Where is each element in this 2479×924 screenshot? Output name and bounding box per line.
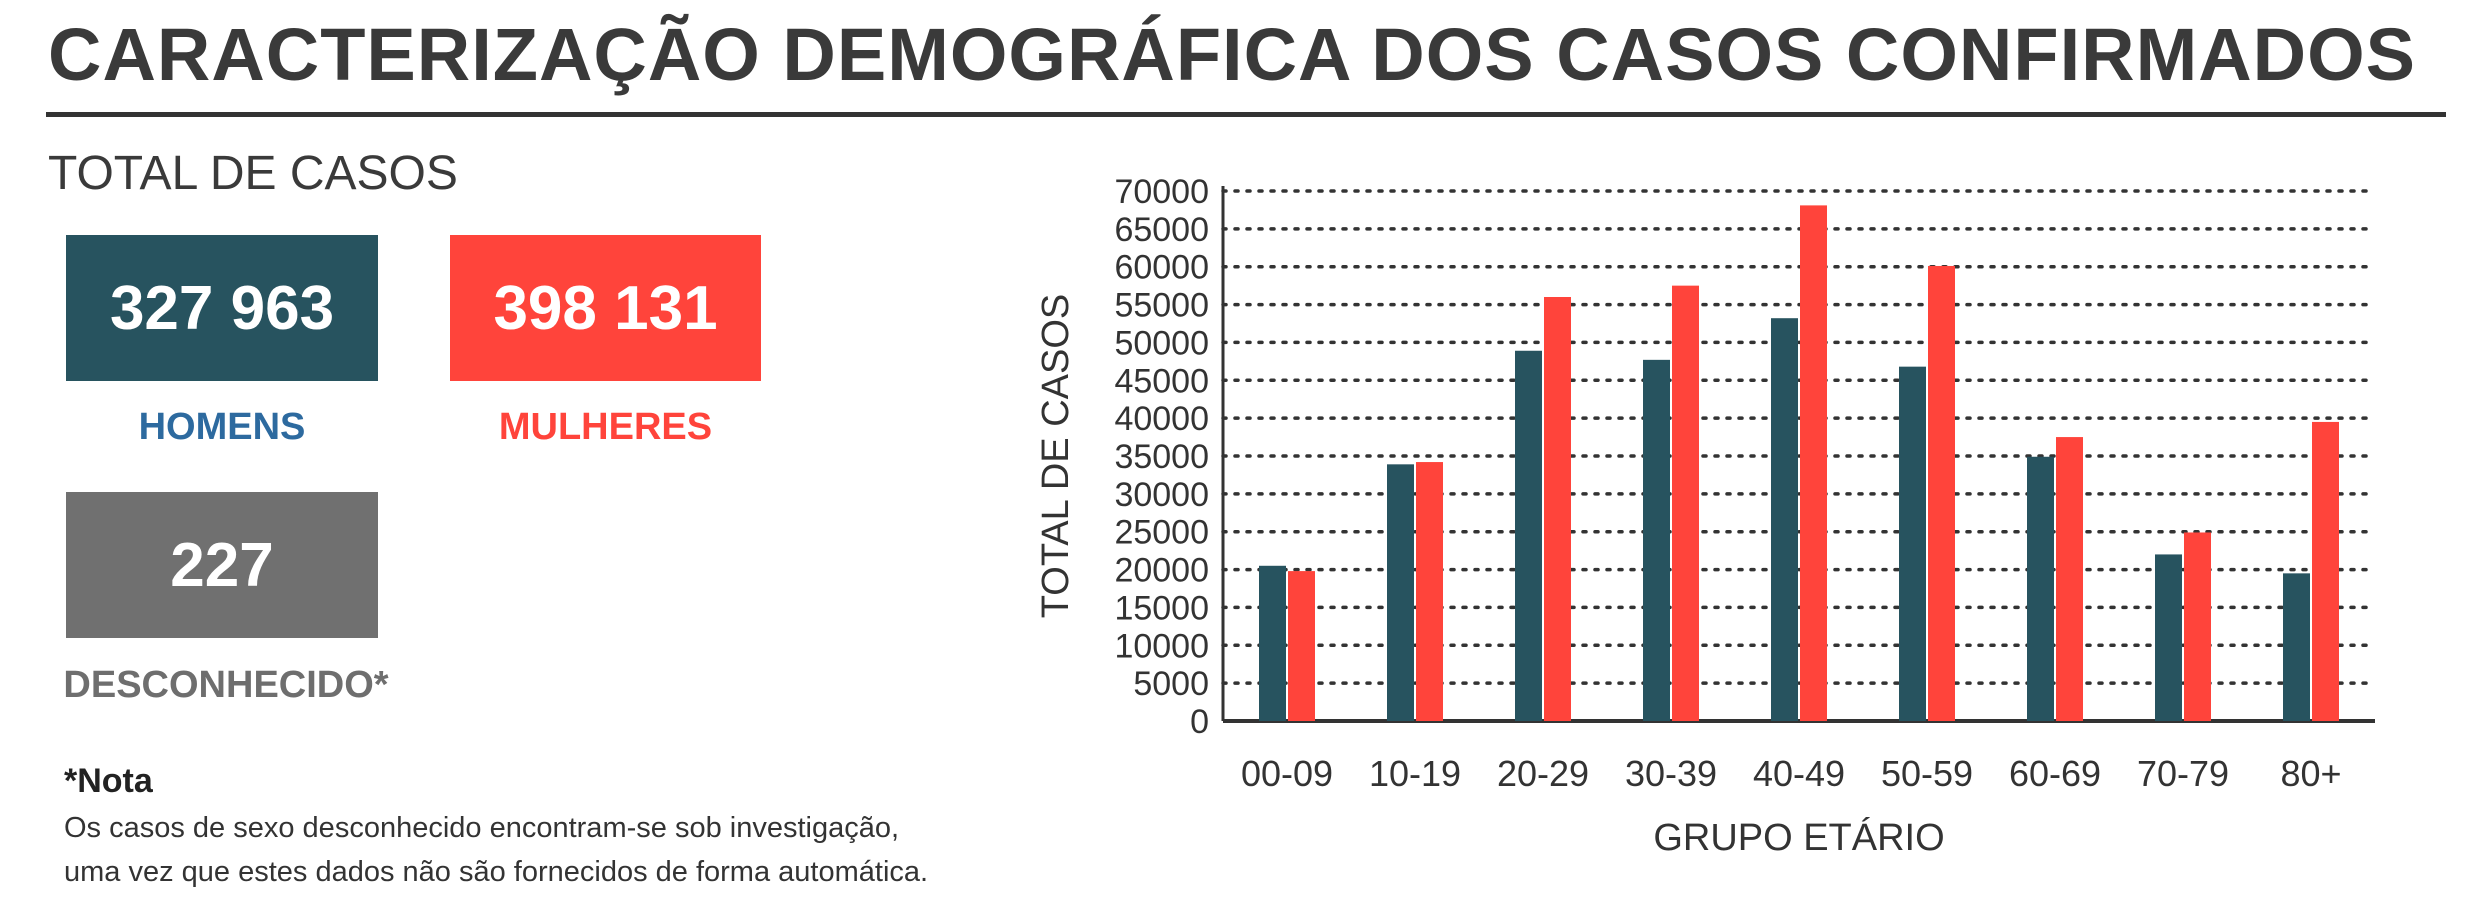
age-group-bar-chart: 0500010000150002000025000300003500040000…: [1035, 173, 2377, 859]
women-label: MULHERES: [498, 406, 713, 448]
bar-men-00-09: [1259, 565, 1286, 721]
y-tick-label: 55000: [1114, 287, 1209, 325]
bar-women-10-19: [1416, 462, 1443, 721]
bar-women-60-69: [2056, 437, 2083, 721]
y-tick-label: 40000: [1114, 400, 1209, 438]
y-tick-label: 20000: [1114, 552, 1209, 590]
x-tick-label: 30-39: [1625, 753, 1717, 794]
y-tick-label: 50000: [1114, 324, 1209, 362]
y-tick-label: 45000: [1114, 362, 1209, 400]
x-tick-label: 50-59: [1881, 753, 1973, 794]
x-tick-label: 80+: [2280, 753, 2341, 794]
note-line-2: uma vez que estes dados não são fornecid…: [64, 856, 929, 888]
x-axis-title: GRUPO ETÁRIO: [1653, 816, 1944, 859]
y-tick-label: 5000: [1133, 665, 1209, 703]
y-tick-label: 35000: [1114, 438, 1209, 476]
y-axis-title: TOTAL DE CASOS: [1035, 294, 1077, 618]
unknown-total-box: 227: [66, 492, 378, 638]
x-tick-label: 00-09: [1241, 753, 1333, 794]
men-label: HOMENS: [138, 406, 306, 448]
bar-women-20-29: [1544, 297, 1571, 721]
y-tick-label: 25000: [1114, 514, 1209, 552]
y-tick-label: 30000: [1114, 476, 1209, 514]
bar-women-50-59: [1928, 265, 1955, 721]
x-tick-label: 40-49: [1753, 753, 1845, 794]
y-tick-label: 65000: [1114, 211, 1209, 249]
men-total-box: 327 963: [66, 235, 378, 381]
bar-men-40-49: [1771, 318, 1798, 721]
total-cases-label: TOTAL DE CASOS: [48, 147, 458, 200]
bar-men-50-59: [1899, 366, 1926, 721]
bar-men-30-39: [1643, 359, 1670, 721]
y-tick-label: 0: [1190, 703, 1209, 741]
y-tick-label: 60000: [1114, 249, 1209, 287]
x-tick-label: 20-29: [1497, 753, 1589, 794]
bar-men-10-19: [1387, 464, 1414, 721]
women-total-box: 398 131: [450, 235, 761, 381]
bar-women-30-39: [1672, 285, 1699, 721]
y-tick-label: 70000: [1114, 173, 1209, 211]
title-divider: [46, 112, 2446, 117]
x-tick-label: 60-69: [2009, 753, 2101, 794]
x-tick-label: 10-19: [1369, 753, 1461, 794]
note-title: *Nota: [64, 762, 153, 800]
unknown-label: DESCONHECIDO*: [63, 664, 389, 706]
x-tick-label: 70-79: [2137, 753, 2229, 794]
bar-men-20-29: [1515, 350, 1542, 721]
bar-women-70-79: [2184, 532, 2211, 721]
y-tick-label: 15000: [1114, 589, 1209, 627]
bar-men-70-79: [2155, 554, 2182, 721]
bar-men-60-69: [2027, 456, 2054, 721]
bar-women-40-49: [1800, 205, 1827, 721]
note-line-1: Os casos de sexo desconhecido encontram-…: [64, 812, 900, 844]
bar-women-80+: [2312, 421, 2339, 721]
page-title: CARACTERIZAÇÃO DEMOGRÁFICA DOS CASOS CON…: [48, 13, 2417, 96]
bar-men-80+: [2283, 573, 2310, 721]
y-tick-label: 10000: [1114, 627, 1209, 665]
bar-women-00-09: [1288, 571, 1315, 721]
